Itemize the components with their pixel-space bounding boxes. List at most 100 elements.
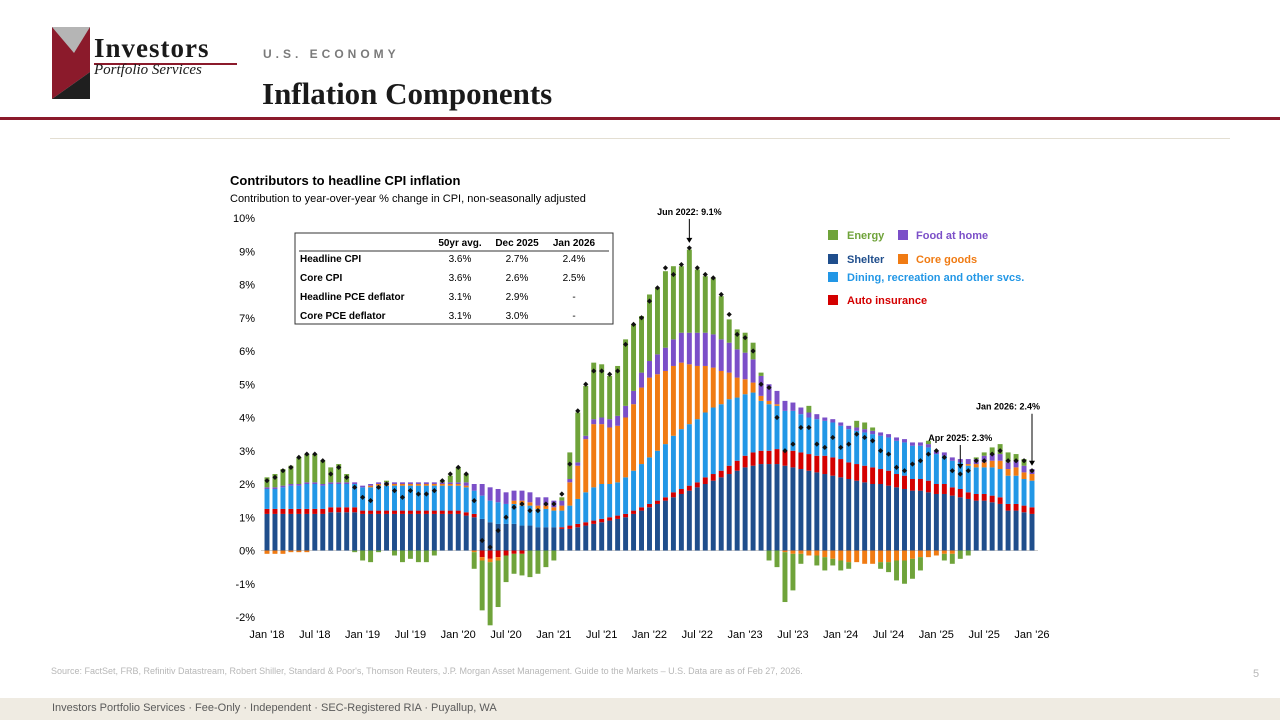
bar-segment [447,510,453,514]
bar-segment [989,502,995,551]
bar-segment [296,457,302,484]
bar-segment [583,492,589,523]
bar-segment [503,503,509,524]
bar-segment [591,419,597,425]
headline-point [774,414,780,421]
bar-segment [1021,479,1027,506]
bar-segment [1021,505,1027,513]
bar-segment [766,400,772,405]
bar-segment [304,550,310,553]
bar-segment [376,513,382,551]
bar-segment [910,558,915,579]
bar-segment [320,513,326,551]
bar-segment [806,417,812,455]
bar-segment [623,405,629,418]
table-header-col1: 50yr avg. [438,238,482,249]
headline-point [726,311,732,318]
bar-segment [965,550,971,556]
bar-segment [862,550,868,564]
bar-segment [575,412,581,463]
headline-point [893,464,900,470]
bar-segment [862,429,868,433]
bar-segment [838,477,844,551]
bar-segment [973,464,979,468]
bar-segment [272,488,278,509]
bar-segment [1005,469,1011,476]
y-tick-label: 10% [233,213,255,225]
headline-point [320,458,326,464]
bar-segment [455,467,461,483]
bar-segment [981,493,987,501]
bar-segment [798,407,804,415]
bar-segment [336,507,342,513]
bar-segment [639,372,644,388]
y-tick-label: 5% [239,379,255,391]
bar-segment [352,550,358,553]
bar-segment [543,508,549,528]
x-tick-label: Jan '21 [536,629,571,641]
bar-segment [718,370,724,405]
bar-segment [647,377,652,458]
bar-segment [559,510,565,528]
bar-segment [655,450,660,501]
bar-segment [655,500,660,504]
headline-point [1021,458,1027,464]
bar-segment [1005,503,1011,511]
bar-segment [479,557,485,561]
bar-segment [559,527,565,529]
bar-segment [694,365,700,420]
bar-segment [981,500,987,551]
bar-segment [264,488,270,509]
chart-legend: Energy Food at home Shelter Core goods D… [828,230,1024,307]
bar-segment [862,482,868,551]
bar-segment [288,485,294,509]
bar-segment [655,503,660,551]
bar-segment [607,484,613,518]
bar-segment [559,497,565,501]
bar-segment [997,503,1003,551]
bar-segment [631,470,637,511]
headline-point [336,464,342,470]
bar-segment [798,469,804,551]
bar-segment [670,339,676,366]
bar-segment [806,550,812,556]
headline-point [638,315,645,321]
bar-segment [615,425,621,483]
bar-segment [981,452,987,456]
bar-segment [894,474,899,488]
bar-segment [551,510,557,528]
bar-segment [479,550,485,558]
bar-segment [989,447,995,455]
bar-segment [384,485,389,511]
bar-segment [925,444,931,448]
bar-segment [822,474,828,551]
bar-segment [742,379,748,395]
bar-segment [997,469,1003,498]
bar-segment [870,434,876,468]
bar-segment [774,464,780,551]
bar-segment [344,507,350,513]
bar-segment [535,505,541,509]
bar-segment [1029,480,1035,508]
x-tick-label: Jan '24 [823,629,858,641]
bar-segment [854,420,860,428]
table-header-col3: Jan 2026 [553,238,596,249]
bar-segment [814,419,820,456]
bar-segment [870,427,876,431]
headline-point [479,537,485,544]
bar-segment [288,465,294,484]
bar-segment [487,550,493,559]
bar-segment [670,365,676,436]
bar-segment [686,332,692,365]
headline-point [288,464,294,470]
bar-segment [423,485,429,511]
bar-segment [854,480,860,551]
bar-segment [296,513,302,551]
bar-segment [790,410,796,451]
bar-segment [519,490,525,501]
bar-segment [798,452,804,470]
bar-segment [933,454,939,484]
bar-segment [782,450,788,466]
bar-segment [368,550,374,563]
bar-segment [623,477,629,514]
